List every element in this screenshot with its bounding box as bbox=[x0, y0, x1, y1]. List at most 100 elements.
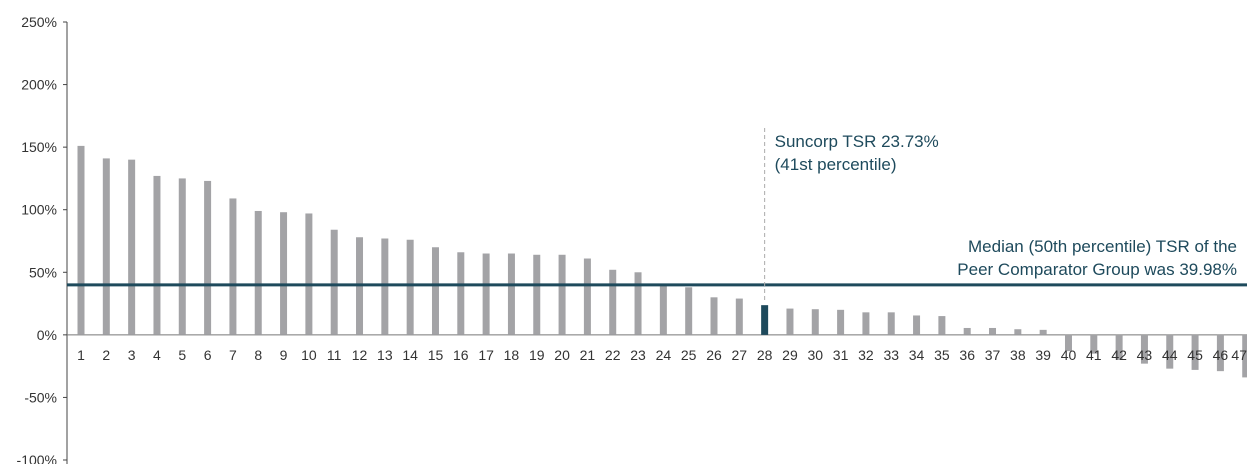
x-category-label: 35 bbox=[934, 347, 950, 363]
x-category-label: 31 bbox=[833, 347, 849, 363]
bar bbox=[862, 312, 870, 335]
x-category-label: 24 bbox=[656, 347, 672, 363]
bar-suncorp bbox=[761, 305, 769, 335]
x-category-label: 43 bbox=[1137, 347, 1153, 363]
bar bbox=[431, 247, 439, 335]
y-tick-label: 100% bbox=[21, 202, 57, 218]
bar bbox=[913, 315, 921, 335]
bar bbox=[457, 252, 465, 335]
x-category-label: 22 bbox=[605, 347, 621, 363]
bar bbox=[735, 298, 743, 335]
bar bbox=[583, 258, 591, 335]
x-category-label: 29 bbox=[782, 347, 798, 363]
bar bbox=[659, 284, 667, 335]
x-category-label: 4 bbox=[153, 347, 161, 363]
x-category-label: 38 bbox=[1010, 347, 1026, 363]
x-category-labels: 1 2 3 4 5 6 7 8 9 10 11 12 13 14 15 16 17 18 19 20 21 22 23 24 2… bbox=[77, 347, 1247, 363]
x-category-label: 14 bbox=[402, 347, 418, 363]
x-category-label: 27 bbox=[732, 347, 748, 363]
bar bbox=[837, 309, 845, 335]
bar bbox=[685, 287, 693, 335]
bar bbox=[634, 272, 642, 335]
bar bbox=[963, 327, 971, 335]
x-category-label: 9 bbox=[280, 347, 288, 363]
bar bbox=[153, 175, 161, 335]
x-category-label: 46 bbox=[1213, 347, 1229, 363]
x-category-label: 25 bbox=[681, 347, 697, 363]
y-tick-label: 50% bbox=[29, 264, 57, 280]
bar bbox=[102, 158, 110, 335]
x-category-label: 1 bbox=[77, 347, 85, 363]
bar bbox=[305, 213, 313, 335]
bar bbox=[1014, 329, 1022, 335]
x-category-label: 37 bbox=[985, 347, 1001, 363]
x-category-label: 11 bbox=[327, 347, 342, 363]
x-category-label: 6 bbox=[204, 347, 212, 363]
bar bbox=[1216, 334, 1224, 372]
bar bbox=[178, 178, 186, 335]
x-category-label: 45 bbox=[1187, 347, 1203, 363]
bar bbox=[609, 269, 617, 335]
axis-layer bbox=[66, 22, 1247, 464]
bar bbox=[811, 309, 819, 335]
bar bbox=[1090, 334, 1098, 354]
bar bbox=[330, 229, 338, 335]
x-category-label: 13 bbox=[377, 347, 393, 363]
x-category-label: 40 bbox=[1061, 347, 1077, 363]
x-category-label: 32 bbox=[858, 347, 874, 363]
x-category-label: 47 bbox=[1231, 347, 1247, 363]
x-category-label: 21 bbox=[580, 347, 596, 363]
x-category-label: 28 bbox=[757, 347, 773, 363]
x-category-label: 7 bbox=[229, 347, 237, 363]
x-category-label: 26 bbox=[706, 347, 722, 363]
x-category-label: 8 bbox=[254, 347, 262, 363]
bar bbox=[254, 210, 262, 335]
bar bbox=[938, 316, 946, 335]
suncorp-annotation-line2: (41st percentile) bbox=[775, 155, 897, 174]
x-category-label: 17 bbox=[478, 347, 494, 363]
x-category-label: 33 bbox=[883, 347, 899, 363]
bar bbox=[786, 308, 794, 335]
x-category-label: 12 bbox=[352, 347, 368, 363]
bar bbox=[533, 254, 541, 335]
y-tick-label: -100% bbox=[17, 452, 57, 464]
bar bbox=[406, 239, 414, 335]
bar bbox=[482, 253, 490, 335]
y-tick-label: 250% bbox=[21, 14, 57, 30]
x-category-label: 10 bbox=[301, 347, 317, 363]
bar bbox=[887, 312, 895, 335]
x-category-label: 44 bbox=[1162, 347, 1178, 363]
bar bbox=[710, 297, 718, 335]
bar bbox=[1166, 334, 1174, 369]
bar bbox=[229, 198, 237, 335]
y-tick-label: -50% bbox=[24, 389, 57, 405]
x-category-label: 23 bbox=[630, 347, 646, 363]
x-category-label: 20 bbox=[554, 347, 570, 363]
x-category-label: 30 bbox=[807, 347, 823, 363]
x-category-label: 5 bbox=[178, 347, 186, 363]
bar bbox=[558, 254, 566, 335]
bar bbox=[989, 327, 997, 335]
suncorp-annotation-line1: Suncorp TSR 23.73% bbox=[775, 132, 939, 151]
bar bbox=[204, 180, 212, 335]
y-tick-label: 150% bbox=[21, 139, 57, 155]
bar bbox=[507, 253, 515, 335]
x-category-label: 34 bbox=[909, 347, 925, 363]
y-tick-label: 200% bbox=[21, 77, 57, 93]
bar bbox=[77, 145, 85, 335]
x-category-label: 16 bbox=[453, 347, 469, 363]
bar bbox=[1191, 334, 1199, 370]
bar bbox=[1115, 334, 1123, 360]
bar bbox=[1064, 334, 1072, 352]
x-category-label: 39 bbox=[1035, 347, 1051, 363]
x-category-label: 36 bbox=[959, 347, 975, 363]
median-annotation-line1: Median (50th percentile) TSR of the bbox=[968, 237, 1237, 256]
bar bbox=[1039, 329, 1047, 335]
x-category-label: 2 bbox=[102, 347, 110, 363]
bar bbox=[128, 159, 136, 335]
x-category-label: 41 bbox=[1086, 347, 1102, 363]
bar bbox=[1140, 334, 1148, 364]
x-category-label: 3 bbox=[128, 347, 136, 363]
x-category-label: 15 bbox=[428, 347, 444, 363]
